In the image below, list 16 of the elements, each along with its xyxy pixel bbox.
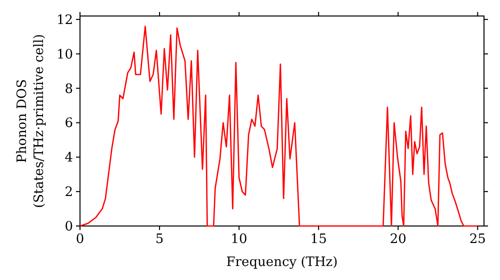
y-tick-label: 4 [64, 150, 73, 166]
y-tick-label: 6 [64, 116, 73, 132]
x-tick-label: 20 [390, 232, 406, 247]
x-tick-label: 15 [310, 232, 327, 247]
line-series [79, 26, 478, 227]
y-tick-label: 2 [64, 185, 73, 200]
y-axis-title: Phonon DOS (States/THz·primitive cell) [15, 34, 47, 208]
y-tick-label: 10 [56, 47, 73, 62]
y-tick-label: 0 [64, 220, 73, 234]
x-tick-label: 5 [155, 232, 164, 247]
x-axis-title: Frequency (THz) [226, 255, 338, 270]
y-tick-label: 8 [64, 82, 73, 97]
x-tick-label: 0 [76, 232, 84, 247]
y-tick-label: 12 [56, 12, 73, 28]
x-tick-label: 25 [469, 232, 486, 247]
x-tick-label: 10 [230, 232, 248, 247]
